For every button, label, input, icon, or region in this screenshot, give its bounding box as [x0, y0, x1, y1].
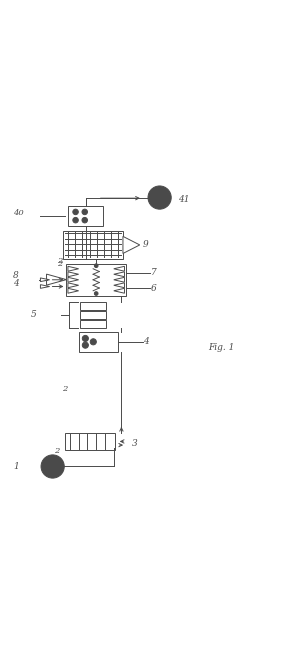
Text: Fig. 1: Fig. 1	[208, 343, 235, 352]
Polygon shape	[41, 278, 50, 282]
Text: 2: 2	[62, 385, 67, 393]
Text: 4: 4	[143, 337, 149, 346]
Bar	[68, 206, 103, 225]
Polygon shape	[47, 274, 66, 285]
Text: 40: 40	[13, 209, 24, 217]
Text: 41: 41	[178, 194, 189, 204]
Circle shape	[73, 209, 78, 215]
Polygon shape	[114, 283, 124, 288]
Text: 2: 2	[57, 260, 63, 268]
Bar	[63, 231, 123, 259]
Bar	[66, 264, 126, 295]
Circle shape	[148, 186, 171, 209]
Text: 8: 8	[13, 270, 19, 280]
Circle shape	[82, 209, 87, 215]
Circle shape	[94, 264, 98, 268]
Polygon shape	[68, 278, 79, 282]
Circle shape	[82, 335, 88, 342]
Text: 1: 1	[13, 462, 19, 471]
Circle shape	[82, 342, 88, 348]
Text: 2: 2	[54, 447, 60, 455]
Polygon shape	[68, 266, 79, 271]
Polygon shape	[68, 272, 79, 277]
Polygon shape	[114, 288, 124, 293]
Polygon shape	[114, 278, 124, 282]
Text: 7: 7	[150, 268, 156, 277]
Text: 5: 5	[31, 311, 37, 319]
Circle shape	[94, 292, 98, 295]
Circle shape	[50, 463, 56, 469]
Bar	[80, 302, 106, 310]
Polygon shape	[68, 283, 79, 288]
Circle shape	[157, 194, 163, 201]
Bar	[80, 311, 106, 319]
Circle shape	[82, 217, 87, 223]
Text: 6: 6	[150, 284, 156, 293]
Text: 4: 4	[13, 279, 19, 288]
Circle shape	[73, 217, 78, 223]
Text: 2: 2	[57, 257, 63, 265]
Text: 9: 9	[143, 241, 149, 249]
Bar	[65, 432, 115, 450]
Circle shape	[90, 338, 96, 345]
Polygon shape	[114, 272, 124, 277]
Circle shape	[41, 455, 64, 478]
Text: 3: 3	[132, 439, 138, 448]
Polygon shape	[114, 266, 124, 271]
Polygon shape	[123, 237, 140, 253]
Bar	[80, 320, 106, 328]
Polygon shape	[68, 288, 79, 293]
Polygon shape	[41, 285, 50, 288]
Bar	[79, 332, 119, 352]
